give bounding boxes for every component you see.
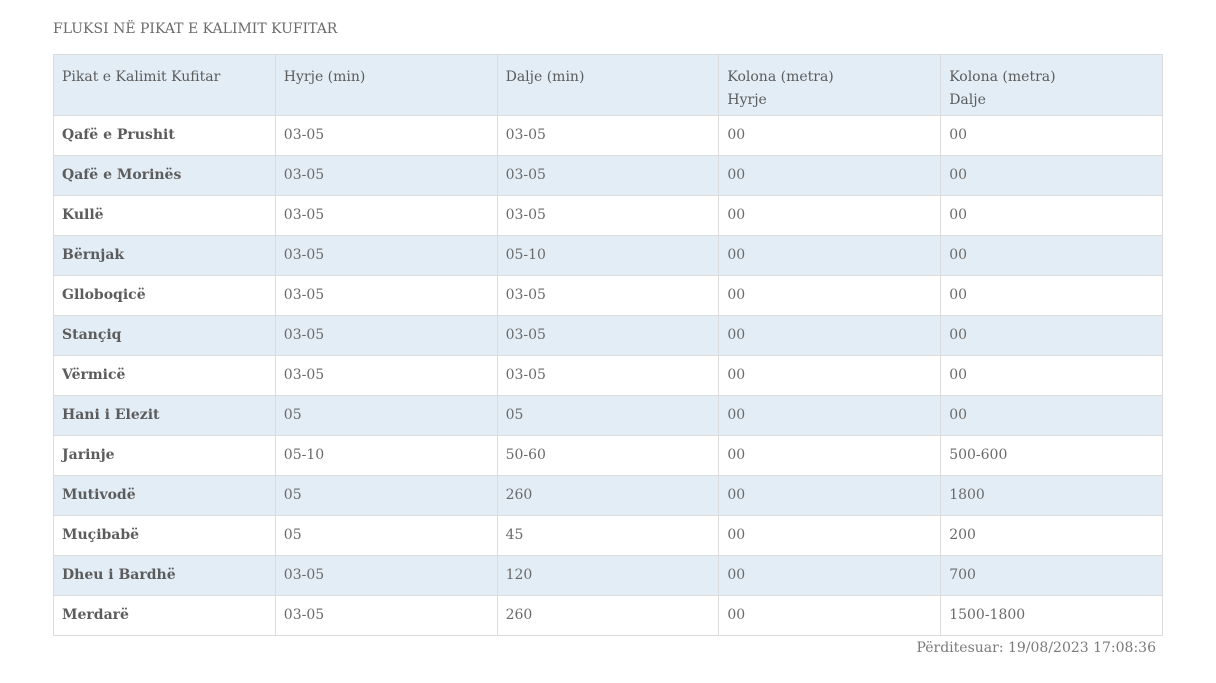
crossing-name-cell: Glloboqicë bbox=[53, 275, 276, 316]
exit-time-cell: 260 bbox=[496, 475, 720, 516]
crossing-name-cell: Qafë e Prushit bbox=[53, 115, 276, 156]
exit-time-cell: 05 bbox=[496, 395, 720, 436]
column-header: Kolona (metra) Dalje bbox=[940, 54, 1163, 116]
entry-queue-cell: 00 bbox=[718, 195, 942, 236]
entry-time-cell: 03-05 bbox=[274, 155, 498, 196]
exit-time-cell: 120 bbox=[496, 555, 720, 596]
crossing-name-cell: Bërnjak bbox=[53, 235, 276, 276]
border-flow-table: Pikat e Kalimit Kufitar Hyrje (min) Dalj… bbox=[53, 54, 1163, 636]
exit-queue-cell: 500-600 bbox=[940, 435, 1163, 476]
exit-time-cell: 03-05 bbox=[496, 195, 720, 236]
crossing-name-cell: Merdarë bbox=[53, 595, 276, 636]
table-body: Qafë e Prushit 03-05 03-05 00 00 Qafë e Morin… bbox=[53, 115, 1163, 636]
table-row: Bërnjak 03-05 05-10 00 00 bbox=[53, 235, 1163, 276]
crossing-name-cell: Dheu i Bardhë bbox=[53, 555, 276, 596]
exit-queue-cell: 200 bbox=[940, 515, 1163, 556]
table-row: Dheu i Bardhë 03-05 120 00 700 bbox=[53, 555, 1163, 596]
exit-queue-cell: 00 bbox=[940, 155, 1163, 196]
table-row: Merdarë 03-05 260 00 1500-1800 bbox=[53, 595, 1163, 636]
exit-queue-cell: 00 bbox=[940, 115, 1163, 156]
entry-time-cell: 05 bbox=[274, 395, 498, 436]
entry-queue-cell: 00 bbox=[718, 475, 942, 516]
exit-time-cell: 03-05 bbox=[496, 115, 720, 156]
crossing-name-cell: Muçibabë bbox=[53, 515, 276, 556]
exit-time-cell: 03-05 bbox=[496, 355, 720, 396]
table-row: Hani i Elezit 05 05 00 00 bbox=[53, 395, 1163, 436]
crossing-name-cell: Qafë e Morinës bbox=[53, 155, 276, 196]
entry-time-cell: 03-05 bbox=[274, 115, 498, 156]
entry-time-cell: 03-05 bbox=[274, 315, 498, 356]
column-header: Kolona (metra) Hyrje bbox=[718, 54, 942, 116]
entry-time-cell: 03-05 bbox=[274, 555, 498, 596]
exit-time-cell: 03-05 bbox=[496, 315, 720, 356]
entry-time-cell: 05-10 bbox=[274, 435, 498, 476]
crossing-name-cell: Vërmicë bbox=[53, 355, 276, 396]
crossing-name-cell: Hani i Elezit bbox=[53, 395, 276, 436]
last-updated-timestamp: Përditesuar: 19/08/2023 17:08:36 bbox=[916, 640, 1156, 656]
exit-time-cell: 03-05 bbox=[496, 155, 720, 196]
table-row: Muçibabë 05 45 00 200 bbox=[53, 515, 1163, 556]
entry-queue-cell: 00 bbox=[718, 355, 942, 396]
entry-queue-cell: 00 bbox=[718, 115, 942, 156]
column-header: Dalje (min) bbox=[496, 54, 720, 116]
table-row: Jarinje 05-10 50-60 00 500-600 bbox=[53, 435, 1163, 476]
table-row: Stançiq 03-05 03-05 00 00 bbox=[53, 315, 1163, 356]
crossing-name-cell: Stançiq bbox=[53, 315, 276, 356]
column-header-line2: Hyrje bbox=[727, 92, 767, 108]
exit-queue-cell: 1800 bbox=[940, 475, 1163, 516]
entry-queue-cell: 00 bbox=[718, 435, 942, 476]
exit-queue-cell: 00 bbox=[940, 235, 1163, 276]
column-header: Pikat e Kalimit Kufitar bbox=[53, 54, 276, 116]
entry-queue-cell: 00 bbox=[718, 395, 942, 436]
exit-time-cell: 50-60 bbox=[496, 435, 720, 476]
column-header-line1: Kolona (metra) bbox=[727, 69, 834, 85]
exit-queue-cell: 00 bbox=[940, 395, 1163, 436]
exit-time-cell: 260 bbox=[496, 595, 720, 636]
entry-queue-cell: 00 bbox=[718, 555, 942, 596]
crossing-name-cell: Jarinje bbox=[53, 435, 276, 476]
exit-queue-cell: 00 bbox=[940, 195, 1163, 236]
crossing-name-cell: Mutivodë bbox=[53, 475, 276, 516]
column-header-line2: Dalje bbox=[949, 92, 986, 108]
exit-queue-cell: 700 bbox=[940, 555, 1163, 596]
table-row: Qafë e Prushit 03-05 03-05 00 00 bbox=[53, 115, 1163, 156]
entry-time-cell: 03-05 bbox=[274, 195, 498, 236]
column-header-line1: Dalje (min) bbox=[505, 69, 585, 85]
exit-queue-cell: 00 bbox=[940, 315, 1163, 356]
entry-time-cell: 03-05 bbox=[274, 235, 498, 276]
entry-queue-cell: 00 bbox=[718, 515, 942, 556]
column-header-line1: Kolona (metra) bbox=[949, 69, 1056, 85]
exit-time-cell: 03-05 bbox=[496, 275, 720, 316]
entry-time-cell: 03-05 bbox=[274, 595, 498, 636]
exit-time-cell: 05-10 bbox=[496, 235, 720, 276]
table-header-row: Pikat e Kalimit Kufitar Hyrje (min) Dalj… bbox=[53, 54, 1163, 116]
exit-queue-cell: 1500-1800 bbox=[940, 595, 1163, 636]
entry-queue-cell: 00 bbox=[718, 275, 942, 316]
table-row: Mutivodë 05 260 00 1800 bbox=[53, 475, 1163, 516]
entry-queue-cell: 00 bbox=[718, 595, 942, 636]
exit-time-cell: 45 bbox=[496, 515, 720, 556]
entry-queue-cell: 00 bbox=[718, 155, 942, 196]
exit-queue-cell: 00 bbox=[940, 355, 1163, 396]
column-header: Hyrje (min) bbox=[274, 54, 498, 116]
column-header-line1: Hyrje (min) bbox=[283, 69, 366, 85]
table-row: Qafë e Morinës 03-05 03-05 00 00 bbox=[53, 155, 1163, 196]
table-row: Kullë 03-05 03-05 00 00 bbox=[53, 195, 1163, 236]
table-row: Vërmicë 03-05 03-05 00 00 bbox=[53, 355, 1163, 396]
table-row: Glloboqicë 03-05 03-05 00 00 bbox=[53, 275, 1163, 316]
entry-queue-cell: 00 bbox=[718, 235, 942, 276]
crossing-name-cell: Kullë bbox=[53, 195, 276, 236]
column-header-line1: Pikat e Kalimit Kufitar bbox=[62, 69, 221, 85]
entry-time-cell: 03-05 bbox=[274, 275, 498, 316]
entry-time-cell: 03-05 bbox=[274, 355, 498, 396]
entry-time-cell: 05 bbox=[274, 515, 498, 556]
entry-time-cell: 05 bbox=[274, 475, 498, 516]
entry-queue-cell: 00 bbox=[718, 315, 942, 356]
exit-queue-cell: 00 bbox=[940, 275, 1163, 316]
page-title: FLUKSI NË PIKAT E KALIMIT KUFITAR bbox=[53, 21, 338, 37]
